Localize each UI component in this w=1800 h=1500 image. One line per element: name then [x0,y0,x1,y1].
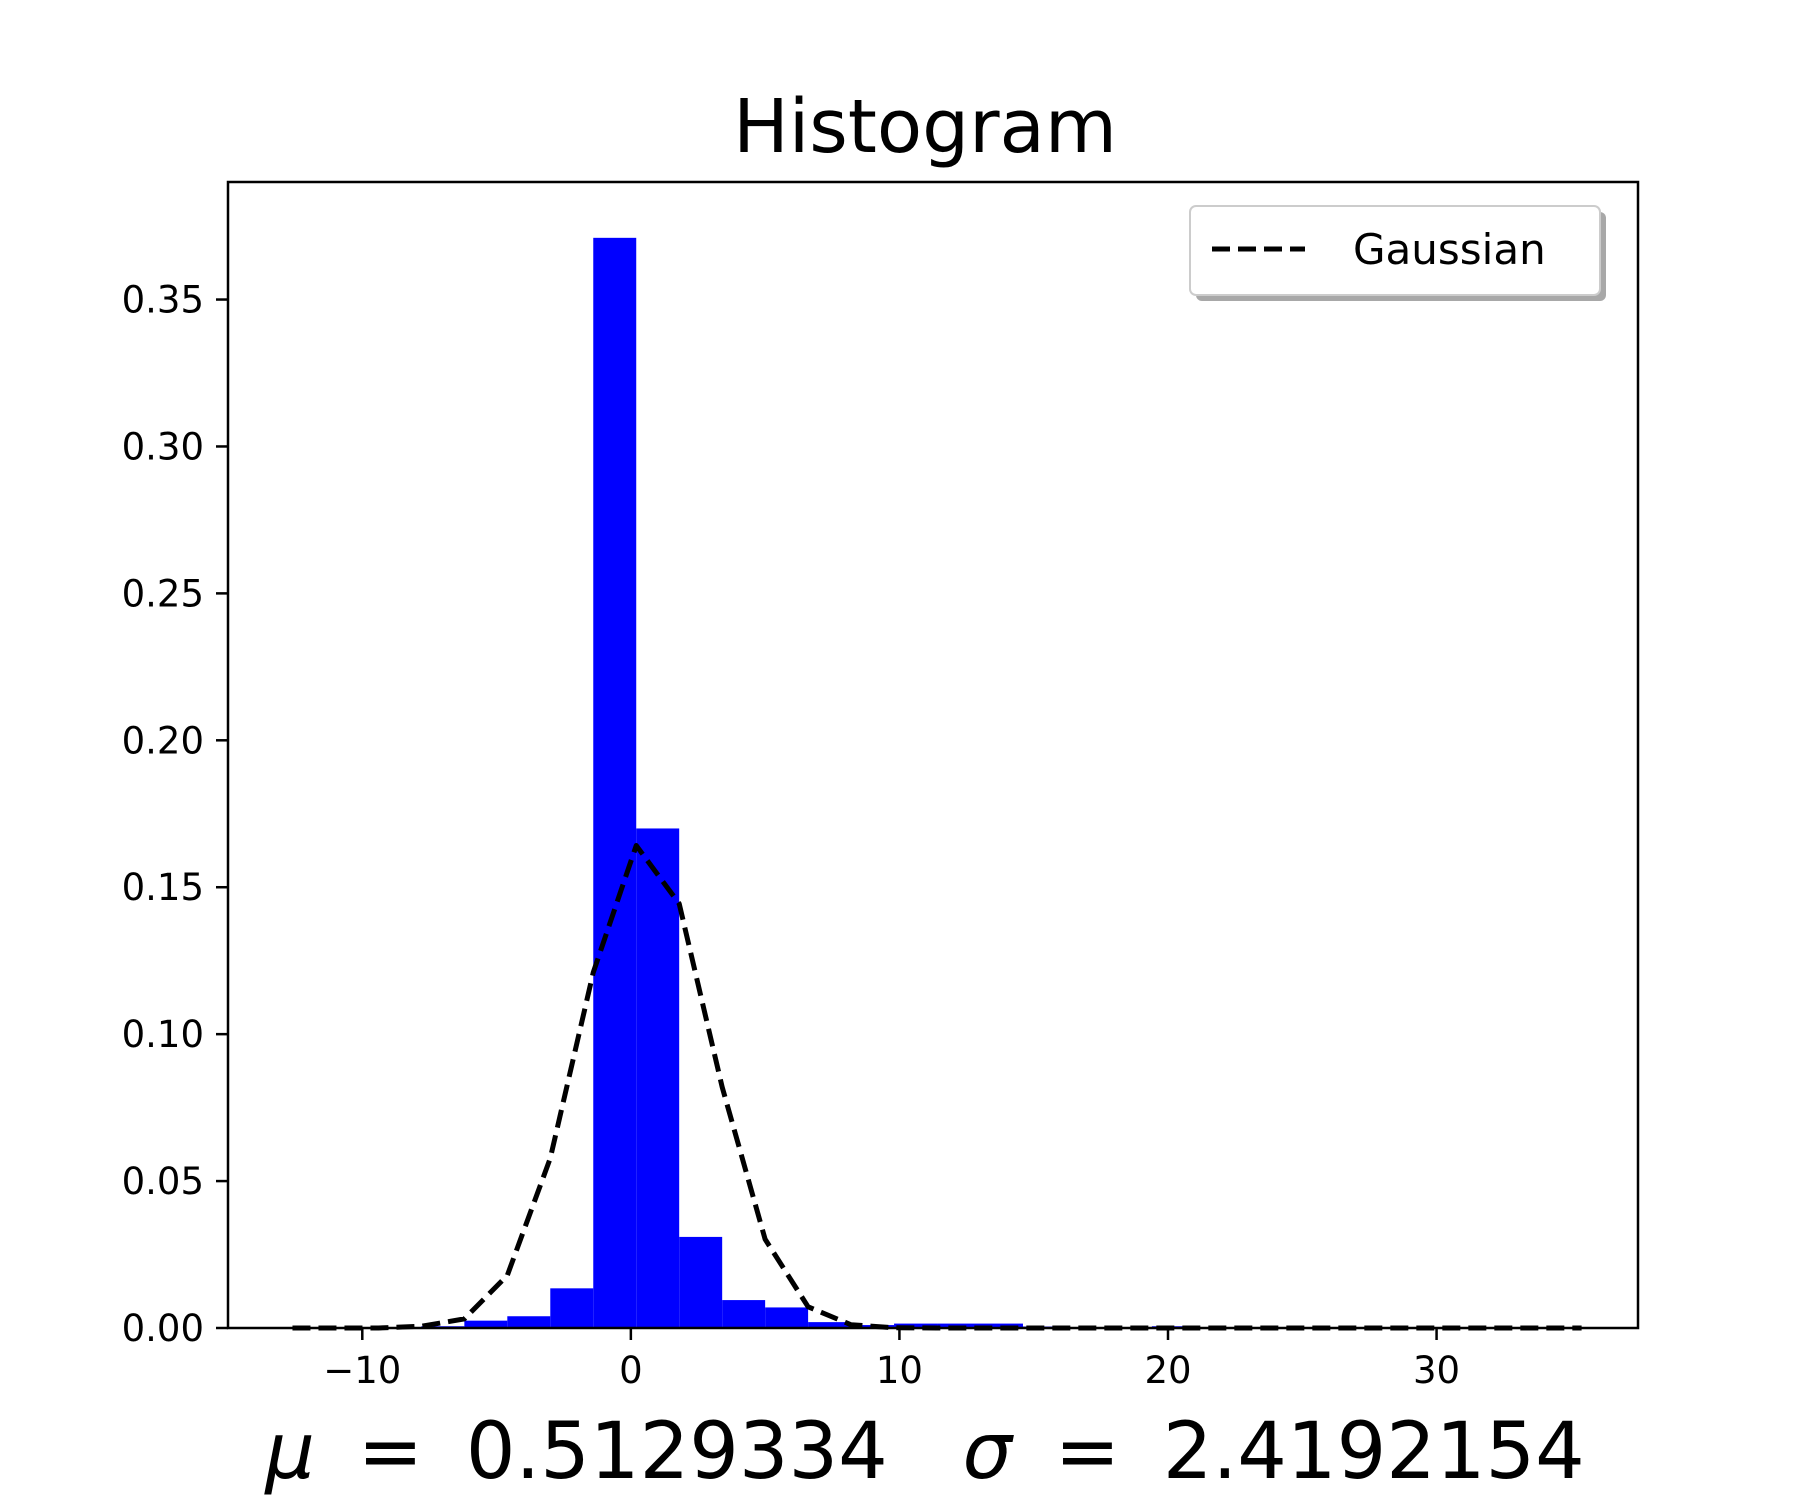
plot-area-frame [226,180,1640,1330]
y-tick-label: 0.25 [122,572,204,615]
x-tick-label: 20 [1144,1349,1191,1392]
x-axis: −10 0 10 20 30 [323,1328,1460,1392]
histogram-bar-7 [593,237,637,1328]
sigma-equals: = [1055,1407,1120,1497]
histogram-bar-11 [765,1307,809,1328]
histogram-bar-8 [636,828,680,1328]
legend-label-gaussian: Gaussian [1353,225,1546,274]
y-axis: 0.00 0.05 0.10 0.15 0.20 0.25 0.30 0.35 [122,279,228,1350]
y-tick-label: 0.20 [122,719,204,762]
x-tick-label: 0 [619,1349,643,1392]
legend: Gaussian [1189,205,1606,301]
mu-value: 0.5129334 [466,1407,888,1497]
histogram-bar-9 [679,1236,723,1328]
histogram-bar-6 [550,1288,594,1328]
sigma-value: 2.4192154 [1163,1407,1585,1497]
sigma-symbol: σ [963,1407,1015,1497]
legend-box [1189,205,1601,296]
histogram-bar-4 [464,1320,508,1328]
histogram-bars [292,237,1582,1328]
y-tick-label: 0.30 [122,425,204,468]
y-tick-label: 0.15 [122,866,204,909]
mu-symbol: μ [263,1407,315,1497]
gaussian-curve-line [292,843,1582,1331]
x-tick-label: 30 [1413,1349,1460,1392]
stats-annotation: μ = 0.5129334 σ = 2.4192154 [263,1407,1584,1497]
y-tick-label: 0.00 [122,1307,204,1350]
histogram-bar-12 [808,1322,852,1328]
y-tick-label: 0.05 [122,1160,204,1203]
histogram-bar-10 [722,1300,766,1328]
y-tick-label: 0.35 [122,279,204,322]
histogram-bar-14 [894,1323,938,1328]
chart-title: Histogram [733,84,1117,170]
x-tick-label: −10 [323,1349,401,1392]
histogram-bar-5 [507,1316,551,1328]
x-tick-label: 10 [876,1349,923,1392]
gaussian-curve-layer [292,843,1582,1331]
mu-equals: = [358,1407,423,1497]
y-tick-label: 0.10 [122,1013,204,1056]
